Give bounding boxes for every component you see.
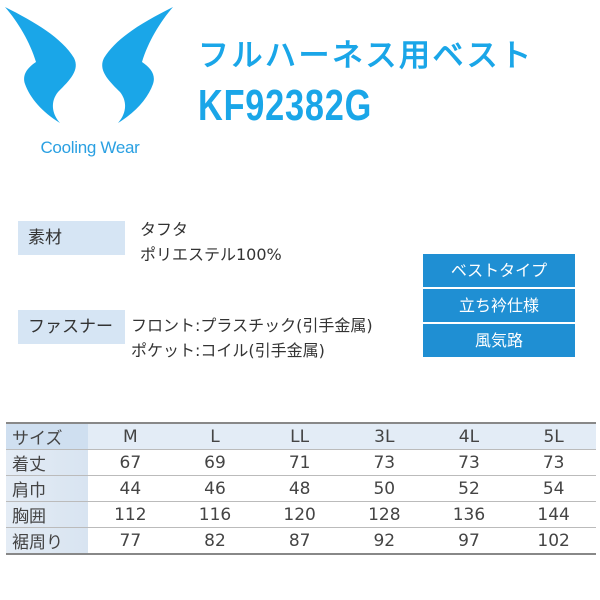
- size-col: 4L: [426, 423, 512, 450]
- feature-badge-vest-type: ベストタイプ: [423, 254, 575, 287]
- material-label: 素材: [18, 221, 125, 255]
- cell: 54: [511, 475, 596, 502]
- cell: 112: [88, 501, 173, 528]
- brand-text: Cooling Wear: [40, 138, 140, 157]
- table-row: 裾周り 77 82 87 92 97 102: [6, 527, 596, 555]
- fastener-value-1: フロント:プラスチック(引手金属): [131, 316, 373, 335]
- cell: 73: [426, 449, 512, 476]
- row-label: 肩巾: [6, 475, 88, 502]
- cell: 82: [172, 527, 258, 555]
- cell: 97: [426, 527, 512, 555]
- size-col: M: [88, 423, 173, 450]
- table-row: 胸囲 112 116 120 128 136 144: [6, 501, 596, 528]
- cell: 44: [88, 475, 173, 502]
- row-label: 胸囲: [6, 501, 88, 528]
- fastener-value-2: ポケット:コイル(引手金属): [131, 341, 325, 360]
- cell: 102: [511, 527, 596, 555]
- size-table: サイズ M L LL 3L 4L 5L 着丈 67 69 71 73 73 73…: [6, 422, 596, 555]
- cell: 77: [88, 527, 173, 555]
- table-row: 着丈 67 69 71 73 73 73: [6, 449, 596, 476]
- row-label: 裾周り: [6, 527, 88, 555]
- cell: 50: [341, 475, 427, 502]
- size-col: L: [172, 423, 258, 450]
- size-col: LL: [257, 423, 342, 450]
- material-value-1: タフタ: [140, 220, 189, 239]
- material-value-2: ポリエステル100%: [140, 245, 282, 264]
- cell: 46: [172, 475, 258, 502]
- left-wing-icon: [5, 7, 76, 123]
- cell: 69: [172, 449, 258, 476]
- cell: 48: [257, 475, 342, 502]
- cell: 67: [88, 449, 173, 476]
- fastener-label: ファスナー: [18, 310, 125, 344]
- product-title: フルハーネス用ベスト: [198, 38, 534, 74]
- cooling-wear-logo-icon: [5, 7, 173, 123]
- size-header-row: サイズ M L LL 3L 4L 5L: [6, 423, 596, 450]
- cell: 92: [341, 527, 427, 555]
- feature-badge-air-channel: 風気路: [423, 324, 575, 357]
- table-row: 肩巾 44 46 48 50 52 54: [6, 475, 596, 502]
- size-header-label: サイズ: [6, 423, 88, 450]
- right-wing-icon: [102, 7, 173, 123]
- cell: 52: [426, 475, 512, 502]
- size-col: 3L: [341, 423, 427, 450]
- cell: 73: [511, 449, 596, 476]
- cell: 128: [341, 501, 427, 528]
- cell: 116: [172, 501, 258, 528]
- cell: 136: [426, 501, 512, 528]
- cell: 144: [511, 501, 596, 528]
- size-col: 5L: [511, 423, 596, 450]
- cell: 71: [257, 449, 342, 476]
- cell: 120: [257, 501, 342, 528]
- row-label: 着丈: [6, 449, 88, 476]
- cell: 73: [341, 449, 427, 476]
- feature-badge-stand-collar: 立ち衿仕様: [423, 289, 575, 322]
- model-number: KF92382G: [198, 81, 373, 130]
- cell: 87: [257, 527, 342, 555]
